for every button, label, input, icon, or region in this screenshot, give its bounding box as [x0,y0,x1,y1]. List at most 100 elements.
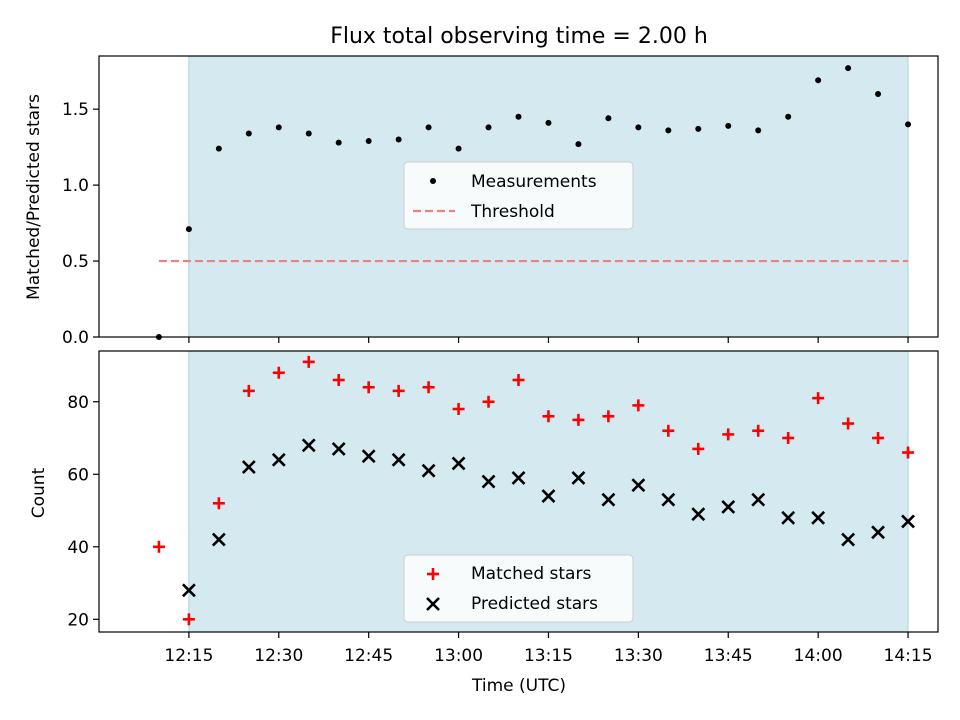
top-y-tick-label: 1.5 [62,100,89,120]
predicted-stars-point [511,470,526,485]
predicted-stars-point [541,489,556,503]
measurement-point [215,145,222,152]
predicted-stars-point [601,492,616,507]
matched-stars-point [572,413,585,426]
matched-stars-point [332,374,345,387]
top-marks [155,56,912,340]
measurement-point [185,226,192,233]
matched-stars-point [302,355,315,368]
predicted-stars-point [901,514,915,529]
bottom-y-tick-label: 80 [67,393,89,413]
matched-stars-point [782,432,795,445]
matched-stars-point [602,410,615,423]
predicted-stars-point [451,456,466,471]
x-tick-label: 12:30 [254,646,303,666]
predicted-stars-point [211,532,226,547]
predicted-stars-point [691,507,706,522]
x-tick-label: 12:15 [164,646,213,666]
matched-stars-point [392,384,405,397]
matched-stars-point [182,613,195,626]
measurement-point [515,113,522,120]
bottom-marks [152,351,915,632]
matched-stars-point [752,424,765,437]
predicted-stars-point [721,499,736,514]
top-x-ticks [188,337,909,343]
predicted-stars-point [781,510,796,525]
top-panel: 0.0 0.5 1.0 1.5 Matched/Predicted stars Mea… [24,55,939,348]
measurement-point [545,119,552,126]
predicted-stars-point [631,478,646,493]
predicted-stars-point [871,525,885,540]
top-y-tick-label: 0.5 [62,252,89,272]
bottom-y-tick-label: 20 [67,610,89,630]
matched-stars-point [542,410,555,423]
measurement-point [485,124,492,131]
bottom-y-tick-label: 40 [67,538,89,558]
predicted-stars-point [421,463,436,478]
predicted-stars-point [811,510,826,525]
predicted-stars-point [571,470,586,485]
matched-stars-point [242,384,255,397]
measurement-point [335,139,342,146]
top-axes-frame [98,55,939,338]
chart-title: Flux total observing time = 2.00 h [330,24,708,49]
bottom-y-tick-label: 60 [67,465,89,485]
measurement-point [605,115,612,122]
matched-stars-point [482,395,495,408]
top-y-ticks: 0.0 0.5 1.0 1.5 [62,100,99,348]
legend-predicted-marker [426,597,440,611]
measurement-point [305,130,312,137]
top-y-tick-label: 1.0 [62,176,89,196]
legend-measurements-label: Measurements [471,172,597,192]
matched-stars-point [842,417,855,430]
x-tick-label: 13:30 [614,646,663,666]
matched-stars-point [452,403,465,416]
measurement-point [245,130,252,137]
measurement-point [635,124,642,131]
predicted-stars-point [391,452,406,467]
predicted-stars-point [241,460,256,474]
measurement-point [875,90,882,97]
matched-stars-point [422,381,435,394]
bottom-y-ticks: 20 40 60 80 [67,393,99,630]
legend-measurements-marker [430,178,436,184]
predicted-stars-point [481,474,496,489]
measurement-point [815,77,822,84]
measurement-point [695,125,702,132]
legend-matched-label: Matched stars [471,564,591,584]
measurement-point [275,124,282,131]
predicted-stars-point [271,452,286,467]
measurement-point [395,136,402,143]
top-y-axis-label: Matched/Predicted stars [24,94,44,300]
matched-stars-point [872,432,885,445]
matched-stars-point [272,366,285,379]
measurement-point [455,145,462,152]
x-tick-label: 14:00 [794,646,843,666]
x-tick-label: 13:00 [434,646,483,666]
bottom-x-ticks: 12:15 12:30 12:45 13:00 13:15 13:30 13:45 14:00… [164,632,933,666]
bottom-axes-frame [98,350,939,633]
x-tick-label: 13:45 [704,646,753,666]
predicted-stars-point [181,583,196,598]
bottom-legend-box [403,554,634,623]
x-tick-label: 14:15 [884,646,933,666]
bottom-legend: Matched stars Predicted stars [403,554,634,623]
x-axis-label: Time (UTC) [471,676,566,696]
x-tick-label: 13:15 [524,646,573,666]
matched-stars-point [362,381,375,394]
matched-stars-point [812,392,825,405]
legend-matched-marker [427,568,439,580]
predicted-stars-point [301,438,316,453]
predicted-stars-point [661,492,676,507]
predicted-stars-point [841,532,856,547]
measurement-point [425,124,432,131]
x-tick-label: 12:45 [344,646,393,666]
measurement-point [665,127,672,134]
top-legend: Measurements Threshold [403,161,634,230]
matched-stars-point [632,399,645,412]
matched-stars-point [662,424,675,437]
measurement-point [725,122,732,129]
predicted-stars-point [751,492,766,507]
